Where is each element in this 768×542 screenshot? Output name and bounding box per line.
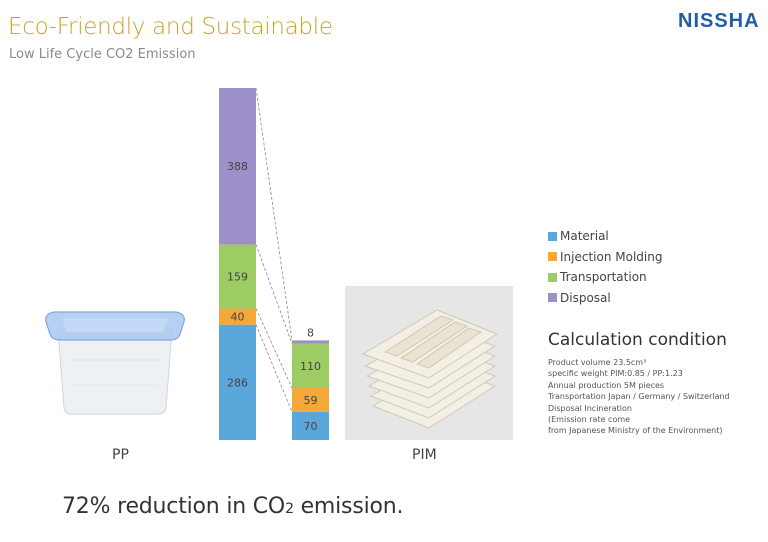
bar-pp-transportation [219,244,256,309]
conclusion-prefix: 72% reduction in CO [62,494,286,519]
bar-pim-material [292,411,329,440]
legend-swatch [548,272,557,282]
legend-label: Material [560,229,609,244]
calculation-title: Calculation condition [548,330,727,350]
page-subtitle: Low Life Cycle CO2 Emission [9,47,196,62]
data-label: 388 [227,160,248,173]
data-label: 286 [227,376,248,389]
calculation-line: specific weight PIM:0.85 / PP:1.23 [548,369,683,379]
legend-swatch [548,252,557,262]
legend-item-disposal: Disposal [548,288,662,309]
nissha-logo: NISSHA [678,10,760,32]
data-label: 8 [307,326,314,339]
connector-line [255,308,293,389]
calculation-line: Annual production 5M pieces [548,380,665,390]
calculation-line: (Emission rate come [548,415,631,425]
data-label: 70 [304,420,318,433]
bar-pim-disposal [292,340,329,344]
calculation-line: Disposal Incineration [548,403,632,413]
pp-container-image [40,300,190,418]
legend-swatch [548,231,557,241]
pim-tray-image [345,286,513,440]
bar-pp-material [219,324,256,440]
data-label: 110 [300,360,321,373]
connector-line [255,324,293,412]
pim-label: PIM [412,447,437,463]
legend-item-material: Material [548,226,662,247]
calculation-line: from Japanese Ministry of the Environmen… [548,426,723,436]
conclusion-subscript: 2 [285,501,294,517]
data-label: 40 [231,311,245,324]
bar-pim-injection-molding [292,387,329,412]
calculation-line: Product volume 23.5cm³ [548,358,647,367]
legend-item-injection-molding: Injection Molding [548,247,662,268]
connector-line [255,87,293,341]
page-title: Eco-Friendly and Sustainable [8,14,333,40]
chart-legend: Material Injection Molding Transportatio… [548,226,662,308]
bar-pp-disposal [219,88,256,245]
pp-label: PP [112,447,129,463]
calculation-line: Transportation Japan / Germany / Switzer… [548,392,730,402]
conclusion-suffix: emission. [293,494,404,519]
legend-item-transportation: Transportation [548,267,662,288]
bar-pim-transportation [292,343,329,388]
legend-label: Transportation [560,270,647,285]
legend-label: Disposal [560,290,611,305]
connector-line [255,244,293,344]
calculation-details: Product volume 23.5cm³ specific weight P… [548,357,730,437]
data-label: 159 [227,270,248,283]
data-label: 59 [304,394,318,407]
legend-label: Injection Molding [560,249,663,264]
legend-swatch [548,293,557,303]
conclusion-text: 72% reduction in CO2 emission. [62,494,403,519]
bar-pp-injection-molding [219,308,256,325]
